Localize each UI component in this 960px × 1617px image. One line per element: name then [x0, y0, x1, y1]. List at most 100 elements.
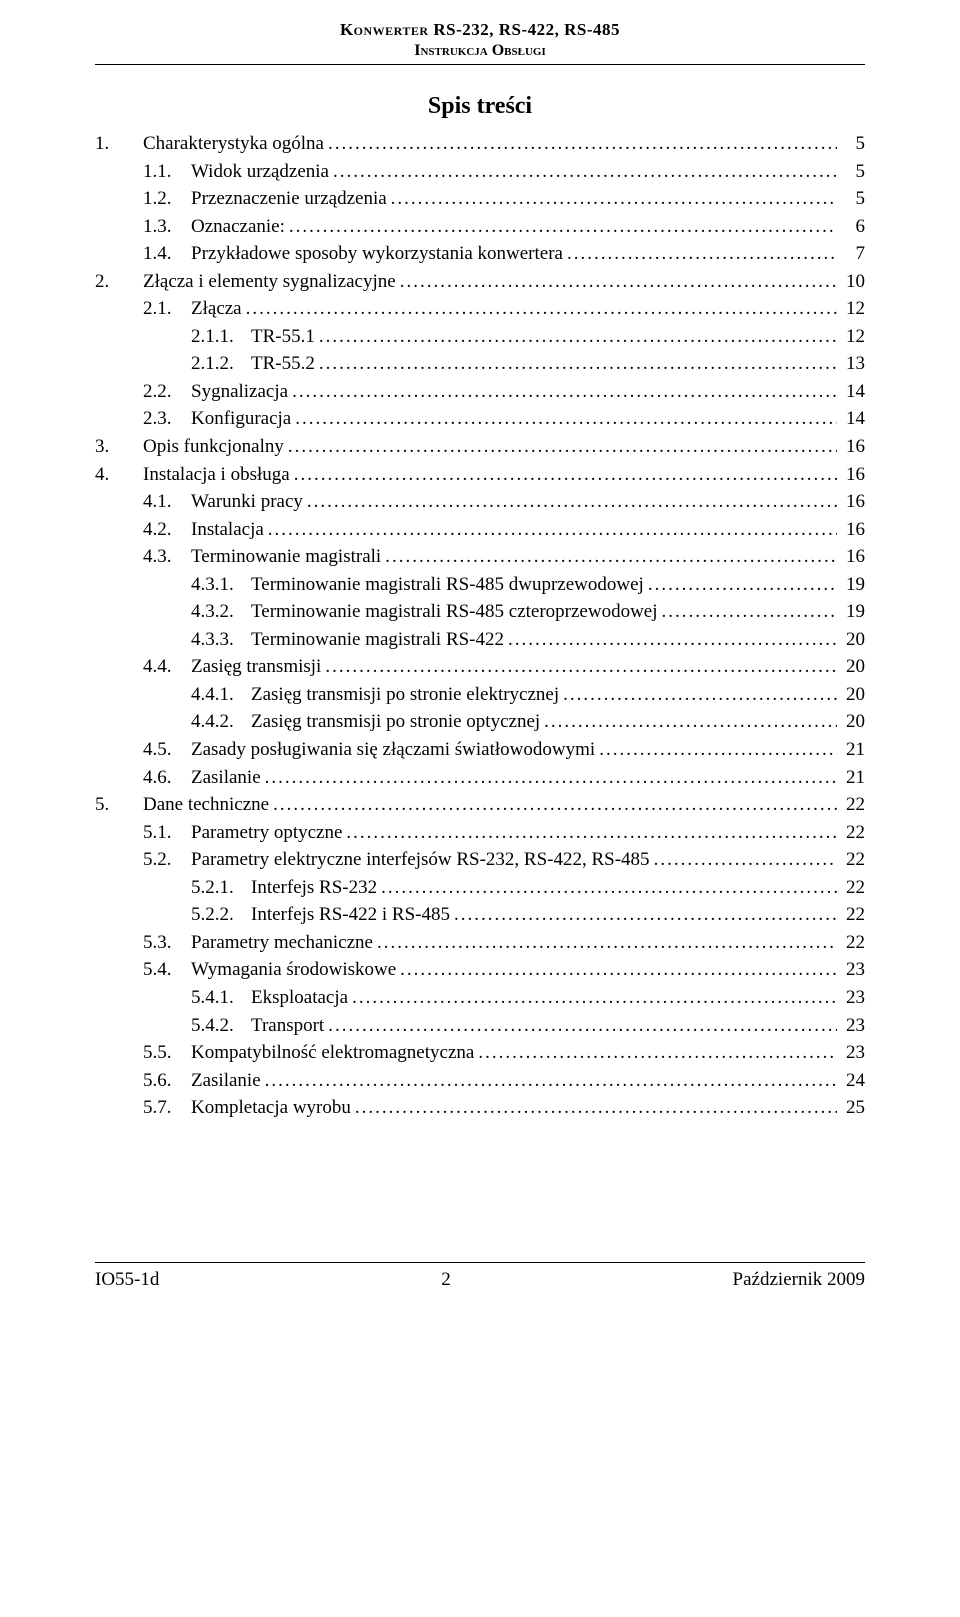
toc-leader-dots — [333, 158, 837, 186]
toc-entry-number: 2. — [95, 268, 143, 296]
toc-entry-number: 2.3. — [143, 405, 191, 433]
toc-entry: 2.1.2.TR-55.213 — [95, 350, 865, 378]
toc-leader-dots — [295, 405, 837, 433]
toc-entry-label: Parametry mechaniczne — [191, 929, 373, 957]
toc-entry-label: Złącza i elementy sygnalizacyjne — [143, 268, 396, 296]
toc-entry-label: Oznaczanie: — [191, 213, 285, 241]
toc-leader-dots — [381, 874, 837, 902]
toc-leader-dots — [352, 984, 837, 1012]
toc-entry-page: 16 — [841, 543, 865, 571]
toc-entry-label: TR-55.2 — [251, 350, 315, 378]
toc-leader-dots — [346, 819, 837, 847]
toc-entry-page: 25 — [841, 1094, 865, 1122]
toc-entry-number: 4.3.2. — [191, 598, 251, 626]
doc-header-line2: Instrukcja Obsługi — [95, 42, 865, 65]
toc-entry-number: 5.2.1. — [191, 874, 251, 902]
toc-entry-number: 4.4.2. — [191, 708, 251, 736]
toc-entry: 5.2.Parametry elektryczne interfejsów RS… — [95, 846, 865, 874]
toc-entry: 4.2.Instalacja16 — [95, 516, 865, 544]
toc-entry: 5.6.Zasilanie24 — [95, 1067, 865, 1095]
toc-entry-page: 5 — [841, 185, 865, 213]
toc-leader-dots — [391, 185, 837, 213]
toc-entry-number: 2.1. — [143, 295, 191, 323]
toc-entry-number: 4.2. — [143, 516, 191, 544]
toc-leader-dots — [563, 681, 837, 709]
toc-entry-page: 14 — [841, 405, 865, 433]
toc-entry-label: Warunki pracy — [191, 488, 303, 516]
toc-entry-page: 20 — [841, 681, 865, 709]
toc-entry-number: 2.2. — [143, 378, 191, 406]
toc-entry-page: 19 — [841, 571, 865, 599]
toc-entry-page: 23 — [841, 1039, 865, 1067]
toc-entry-page: 14 — [841, 378, 865, 406]
toc-leader-dots — [400, 268, 837, 296]
toc-leader-dots — [328, 1012, 837, 1040]
toc-entry-label: Eksploatacja — [251, 984, 348, 1012]
toc-entry-number: 1.1. — [143, 158, 191, 186]
toc-entry-page: 16 — [841, 433, 865, 461]
toc-leader-dots — [325, 653, 837, 681]
toc-leader-dots — [328, 130, 837, 158]
table-of-contents: 1.Charakterystyka ogólna51.1.Widok urząd… — [95, 130, 865, 1122]
toc-entry: 4.3.3.Terminowanie magistrali RS-42220 — [95, 626, 865, 654]
toc-entry: 4.3.2.Terminowanie magistrali RS-485 czt… — [95, 598, 865, 626]
toc-entry-page: 22 — [841, 791, 865, 819]
toc-entry-label: Parametry elektryczne interfejsów RS-232… — [191, 846, 650, 874]
toc-entry-page: 23 — [841, 956, 865, 984]
toc-entry-page: 22 — [841, 819, 865, 847]
toc-entry-number: 4.1. — [143, 488, 191, 516]
toc-entry-number: 5.7. — [143, 1094, 191, 1122]
toc-leader-dots — [662, 598, 837, 626]
toc-entry-page: 12 — [841, 323, 865, 351]
toc-entry-number: 5.4.2. — [191, 1012, 251, 1040]
toc-entry: 5.2.1.Interfejs RS-23222 — [95, 874, 865, 902]
toc-entry-label: Transport — [251, 1012, 324, 1040]
toc-entry-label: Konfiguracja — [191, 405, 291, 433]
toc-entry-page: 20 — [841, 708, 865, 736]
toc-entry-page: 16 — [841, 461, 865, 489]
toc-entry: 5.4.1.Eksploatacja23 — [95, 984, 865, 1012]
toc-leader-dots — [654, 846, 837, 874]
toc-leader-dots — [265, 764, 837, 792]
toc-entry-number: 4. — [95, 461, 143, 489]
toc-entry-label: Sygnalizacja — [191, 378, 288, 406]
toc-leader-dots — [377, 929, 837, 957]
toc-entry: 4.6.Zasilanie21 — [95, 764, 865, 792]
toc-leader-dots — [319, 323, 837, 351]
toc-entry-label: Kompatybilność elektromagnetyczna — [191, 1039, 474, 1067]
toc-entry-label: Interfejs RS-422 i RS-485 — [251, 901, 450, 929]
toc-entry-number: 1.3. — [143, 213, 191, 241]
toc-entry-page: 10 — [841, 268, 865, 296]
toc-entry-label: Terminowanie magistrali RS-485 dwuprzewo… — [251, 571, 644, 599]
toc-leader-dots — [319, 350, 837, 378]
toc-leader-dots — [268, 516, 837, 544]
toc-entry: 5.4.Wymagania środowiskowe23 — [95, 956, 865, 984]
toc-entry-label: Terminowanie magistrali — [191, 543, 381, 571]
toc-entry-label: Parametry optyczne — [191, 819, 342, 847]
toc-entry-page: 5 — [841, 130, 865, 158]
toc-entry-number: 5.2. — [143, 846, 191, 874]
footer-left: IO55-1d — [95, 1269, 159, 1291]
toc-entry: 4.4.2.Zasięg transmisji po stronie optyc… — [95, 708, 865, 736]
toc-entry: 4.4.Zasięg transmisji20 — [95, 653, 865, 681]
toc-entry: 1.4.Przykładowe sposoby wykorzystania ko… — [95, 240, 865, 268]
toc-entry: 1.1.Widok urządzenia5 — [95, 158, 865, 186]
page-footer: IO55-1d 2 Październik 2009 — [95, 1262, 865, 1291]
toc-entry-number: 4.6. — [143, 764, 191, 792]
toc-leader-dots — [294, 461, 837, 489]
toc-entry-number: 1.4. — [143, 240, 191, 268]
toc-entry-number: 4.4.1. — [191, 681, 251, 709]
toc-entry: 4.3.Terminowanie magistrali16 — [95, 543, 865, 571]
toc-entry-number: 4.5. — [143, 736, 191, 764]
toc-leader-dots — [599, 736, 837, 764]
toc-entry-page: 23 — [841, 984, 865, 1012]
toc-entry: 1.2.Przeznaczenie urządzenia5 — [95, 185, 865, 213]
toc-leader-dots — [648, 571, 837, 599]
toc-entry: 5.5.Kompatybilność elektromagnetyczna23 — [95, 1039, 865, 1067]
toc-leader-dots — [246, 295, 837, 323]
toc-entry-page: 20 — [841, 653, 865, 681]
toc-entry-label: Złącza — [191, 295, 242, 323]
doc-header-line1: Konwerter RS-232, RS-422, RS-485 — [95, 20, 865, 40]
toc-entry-label: Charakterystyka ogólna — [143, 130, 324, 158]
toc-entry-page: 6 — [841, 213, 865, 241]
